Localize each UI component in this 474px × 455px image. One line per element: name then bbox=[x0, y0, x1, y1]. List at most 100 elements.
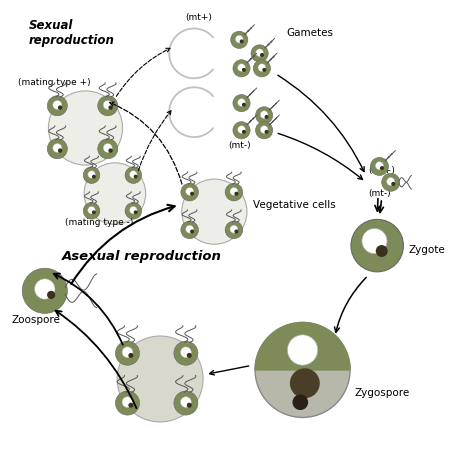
Circle shape bbox=[83, 202, 100, 219]
Text: Asexual reproduction: Asexual reproduction bbox=[62, 250, 222, 263]
Circle shape bbox=[381, 167, 383, 169]
Circle shape bbox=[48, 91, 123, 165]
Circle shape bbox=[129, 404, 133, 407]
Circle shape bbox=[125, 167, 142, 183]
Circle shape bbox=[362, 228, 387, 253]
Circle shape bbox=[109, 149, 112, 152]
Circle shape bbox=[243, 103, 245, 106]
Circle shape bbox=[47, 96, 67, 116]
Circle shape bbox=[116, 391, 139, 415]
Text: (mt-): (mt-) bbox=[368, 189, 391, 198]
Circle shape bbox=[129, 354, 133, 357]
Circle shape bbox=[59, 149, 62, 152]
Circle shape bbox=[84, 163, 146, 224]
Text: (mt-): (mt-) bbox=[228, 141, 251, 150]
Circle shape bbox=[382, 173, 400, 191]
Text: (mt+): (mt+) bbox=[185, 13, 212, 22]
Text: Zygote: Zygote bbox=[409, 245, 446, 255]
Circle shape bbox=[181, 347, 191, 358]
Circle shape bbox=[291, 369, 319, 398]
Circle shape bbox=[83, 167, 100, 183]
Circle shape bbox=[88, 171, 95, 178]
Circle shape bbox=[122, 347, 133, 358]
Circle shape bbox=[48, 292, 55, 298]
Polygon shape bbox=[255, 323, 350, 370]
Circle shape bbox=[265, 131, 268, 133]
Circle shape bbox=[98, 96, 118, 116]
Circle shape bbox=[243, 69, 245, 71]
Circle shape bbox=[231, 31, 248, 48]
Circle shape bbox=[35, 279, 55, 299]
Circle shape bbox=[263, 69, 265, 71]
Circle shape bbox=[181, 221, 199, 239]
Text: Zygospore: Zygospore bbox=[355, 388, 410, 398]
Circle shape bbox=[181, 183, 199, 201]
Circle shape bbox=[92, 175, 95, 178]
Circle shape bbox=[256, 49, 264, 56]
Circle shape bbox=[287, 335, 318, 365]
Circle shape bbox=[174, 341, 198, 365]
Circle shape bbox=[53, 101, 62, 110]
Circle shape bbox=[235, 230, 237, 233]
Circle shape bbox=[253, 60, 271, 77]
Circle shape bbox=[187, 404, 191, 407]
Circle shape bbox=[116, 341, 139, 365]
Circle shape bbox=[225, 221, 243, 239]
Circle shape bbox=[88, 207, 95, 214]
Circle shape bbox=[122, 397, 133, 408]
Circle shape bbox=[92, 211, 95, 213]
Circle shape bbox=[392, 182, 395, 185]
Circle shape bbox=[125, 202, 142, 219]
Text: (mt+): (mt+) bbox=[368, 167, 395, 176]
Circle shape bbox=[117, 336, 203, 422]
Circle shape bbox=[255, 107, 273, 124]
Circle shape bbox=[251, 45, 268, 62]
Circle shape bbox=[370, 157, 389, 176]
Circle shape bbox=[265, 116, 268, 118]
Circle shape bbox=[237, 126, 246, 133]
Circle shape bbox=[98, 139, 118, 159]
Circle shape bbox=[129, 171, 137, 178]
Circle shape bbox=[225, 183, 243, 201]
Text: Zoospore: Zoospore bbox=[12, 315, 61, 325]
Circle shape bbox=[230, 225, 238, 233]
Circle shape bbox=[376, 246, 387, 256]
Circle shape bbox=[47, 139, 67, 159]
Circle shape bbox=[230, 187, 238, 195]
Circle shape bbox=[293, 395, 308, 410]
Circle shape bbox=[260, 126, 268, 133]
Circle shape bbox=[135, 175, 137, 178]
Circle shape bbox=[174, 391, 198, 415]
Circle shape bbox=[191, 192, 193, 195]
Circle shape bbox=[186, 225, 193, 233]
Text: (mating type +): (mating type +) bbox=[18, 78, 91, 87]
Circle shape bbox=[255, 121, 273, 139]
Circle shape bbox=[351, 219, 403, 272]
Circle shape bbox=[129, 207, 137, 214]
Circle shape bbox=[233, 95, 250, 112]
Circle shape bbox=[233, 121, 250, 139]
Circle shape bbox=[255, 323, 350, 417]
Circle shape bbox=[243, 131, 245, 133]
Circle shape bbox=[53, 143, 62, 152]
Circle shape bbox=[260, 111, 268, 119]
Circle shape bbox=[375, 162, 383, 170]
Circle shape bbox=[237, 64, 246, 71]
Text: Sexual
reproduction: Sexual reproduction bbox=[29, 20, 115, 47]
Circle shape bbox=[235, 192, 237, 195]
Circle shape bbox=[387, 177, 395, 186]
Circle shape bbox=[240, 40, 243, 43]
Text: Vegetative cells: Vegetative cells bbox=[253, 200, 336, 210]
Circle shape bbox=[236, 35, 243, 43]
Circle shape bbox=[186, 187, 193, 195]
Circle shape bbox=[233, 60, 250, 77]
Circle shape bbox=[103, 101, 112, 110]
Circle shape bbox=[237, 99, 246, 106]
Circle shape bbox=[109, 106, 112, 109]
Circle shape bbox=[258, 64, 266, 71]
Circle shape bbox=[191, 230, 193, 233]
Circle shape bbox=[103, 143, 112, 152]
Circle shape bbox=[187, 354, 191, 357]
Circle shape bbox=[181, 397, 191, 408]
Circle shape bbox=[59, 106, 62, 109]
